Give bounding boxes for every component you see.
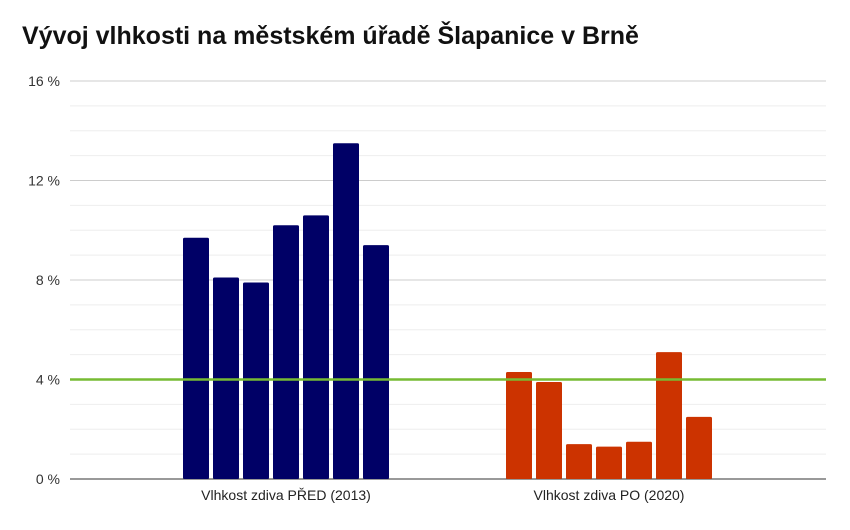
bar-po-6 [656,352,682,479]
bar-po-3 [566,444,592,479]
bar-pred-5 [303,215,329,479]
y-tick-label: 8 % [36,272,60,288]
bar-po-2 [536,381,562,479]
y-tick-label: 0 % [36,471,60,487]
y-tick-label: 16 % [28,73,60,89]
bar-po-1 [506,372,532,479]
bar-pred-4 [273,225,299,479]
x-category-label: Vlhkost zdiva PO (2020) [534,487,685,503]
bar-po-4 [596,446,622,479]
bar-pred-7 [363,245,389,479]
bars [183,143,712,479]
chart-title: Vývoj vlhkosti na městském úřadě Šlapani… [22,22,639,50]
bar-po-7 [686,416,712,479]
bar-pred-1 [183,237,209,479]
x-category-label: Vlhkost zdiva PŘED (2013) [201,487,371,503]
bar-pred-6 [333,143,359,479]
bar-po-5 [626,441,652,479]
y-axis: 0 % 4 % 8 % 12 % 16 % [28,73,60,487]
y-tick-label: 12 % [28,173,60,189]
x-axis: Vlhkost zdiva PŘED (2013) Vlhkost zdiva P… [201,487,684,503]
y-tick-label: 4 % [36,372,60,388]
